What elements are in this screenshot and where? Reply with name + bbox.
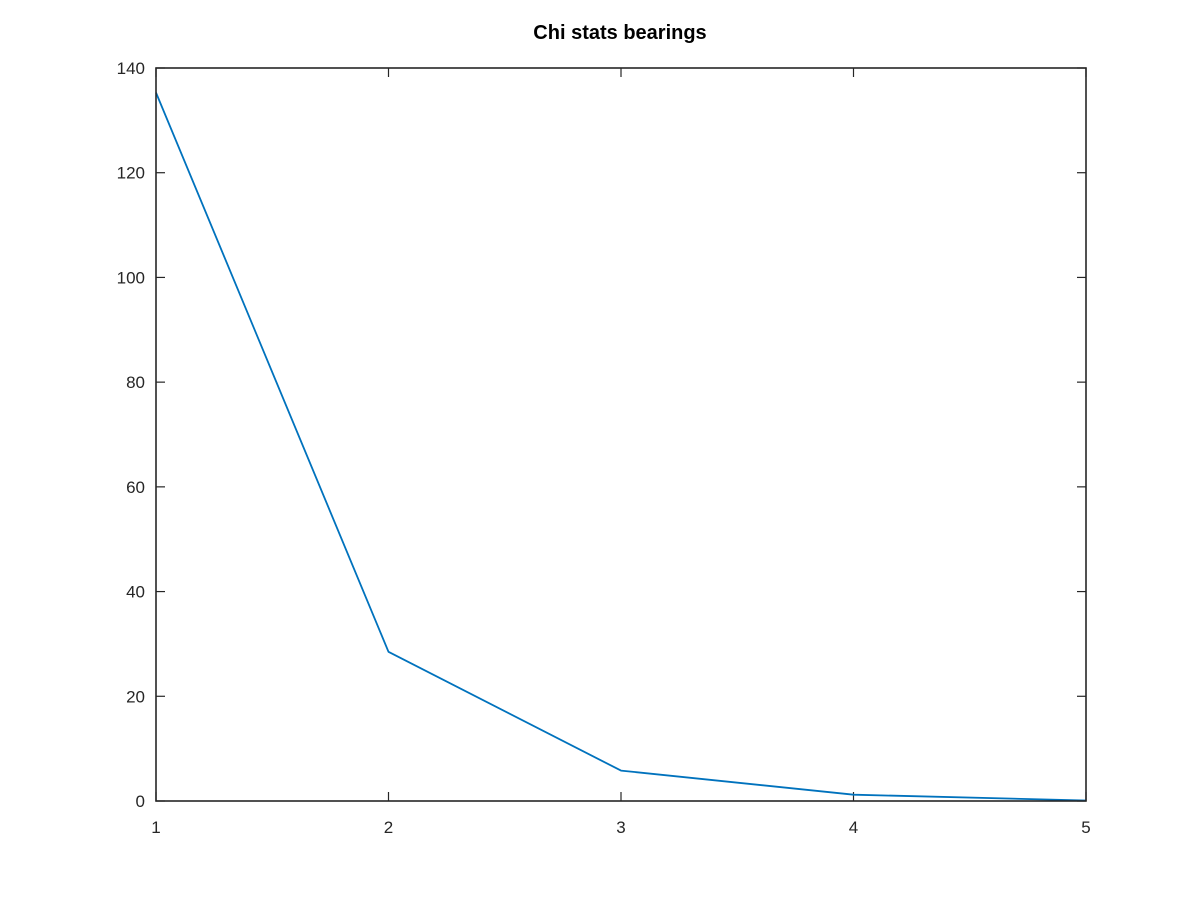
series-layer xyxy=(155,92,1087,802)
chart-title: Chi stats bearings xyxy=(533,22,706,44)
y-axis-ticks: 0 20 40 60 80 100 120 140 xyxy=(117,59,1086,811)
x-tick-label: 1 xyxy=(151,818,160,837)
y-tick-label: 100 xyxy=(117,268,145,287)
x-tick-label: 3 xyxy=(616,818,625,837)
x-tick-label: 2 xyxy=(384,818,393,837)
y-tick-label: 0 xyxy=(136,792,145,811)
x-tick-label: 4 xyxy=(849,818,858,837)
y-tick-label: 80 xyxy=(126,373,145,392)
y-tick-label: 140 xyxy=(117,59,145,78)
y-tick-label: 120 xyxy=(117,164,145,183)
y-tick-label: 40 xyxy=(126,583,145,602)
x-tick-label: 5 xyxy=(1081,818,1090,837)
axes-box xyxy=(155,67,1087,802)
y-tick-label: 60 xyxy=(126,478,145,497)
series-line-0 xyxy=(155,92,1087,802)
y-tick-label: 20 xyxy=(126,687,145,706)
